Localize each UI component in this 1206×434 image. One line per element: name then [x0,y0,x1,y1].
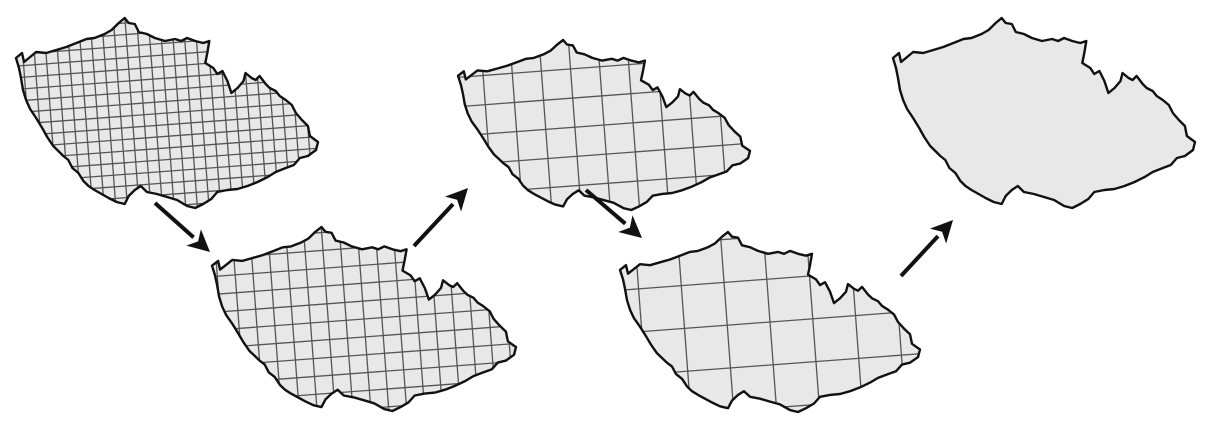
arrow-head [930,220,953,244]
arrow-shaft [899,234,940,278]
grid-line [448,0,1046,45]
grid-line [16,18,318,21]
grid-line [429,227,477,411]
arrow-head [186,229,210,252]
grid-line [16,205,318,208]
region-outline [891,16,1197,210]
arrow-down-right-icon [153,201,210,252]
grid-line [16,124,318,172]
grid-line [0,0,4,428]
grid-line [394,227,441,411]
grid-line [155,18,202,208]
grid-line [16,193,318,208]
region-outline [14,16,320,210]
grid-line [212,295,516,343]
grid-line [190,18,237,208]
grid-line [610,40,656,210]
grid-line [236,18,283,208]
grid-line [166,18,214,208]
map-step-2 [70,225,676,434]
grid-line [789,232,836,412]
grid-line [376,227,424,411]
grid-line [212,313,516,361]
grid-line [212,331,516,379]
grid-line [16,18,318,44]
grid-line [16,159,318,206]
grid-line [212,349,516,396]
region-outline [618,230,922,414]
grid-line [212,227,516,254]
grid-line [212,366,516,411]
grid-line [458,131,750,177]
arrow-up-right-icon [899,220,953,278]
grid-line [0,392,491,434]
arrow-shaft [412,202,455,248]
arrow-shaft [153,201,195,239]
arrows-layer [153,188,953,278]
arrow-down-right-icon [584,188,642,238]
grid-line [411,227,459,411]
grid-line [213,18,260,208]
grid-line [16,112,318,160]
grid-line [639,40,685,210]
grid-line [224,18,272,208]
grid-line [668,40,714,210]
grid-line [247,18,295,208]
grid-line [16,147,318,195]
grid-line [620,341,920,388]
grid-line [212,402,516,411]
grid-line [201,18,249,208]
grid-line [358,227,406,411]
grid-line [16,89,318,137]
grid-line [335,394,917,434]
grid-line [322,220,904,264]
grid-line [259,18,307,208]
grid-line [302,0,884,1]
region-outline [210,225,518,413]
region-fill [893,18,1195,208]
map-step-5 [891,16,1197,210]
grid-overlay [0,0,491,434]
grid-line [832,232,879,412]
grid-line [697,40,744,210]
arrow-shaft [584,188,627,226]
grid-line [16,18,318,33]
grid-line [458,102,750,148]
grid-line [16,170,318,208]
grid-line [458,40,750,61]
grid-line [447,227,495,411]
map-step-1 [0,0,491,434]
grid-line [178,18,226,208]
grid-line [16,101,318,148]
region-outline [456,38,752,212]
grid-line [16,136,318,183]
arrow-head [618,215,642,238]
grid-line [458,160,750,206]
arrow-up-right-icon [412,188,468,248]
arrow-head [445,188,468,212]
grid-line [481,428,1079,434]
grid-line [620,298,920,346]
grid-line [70,421,676,434]
grid-line [16,18,17,208]
grid-line [304,0,886,30]
grid-line [0,0,459,8]
